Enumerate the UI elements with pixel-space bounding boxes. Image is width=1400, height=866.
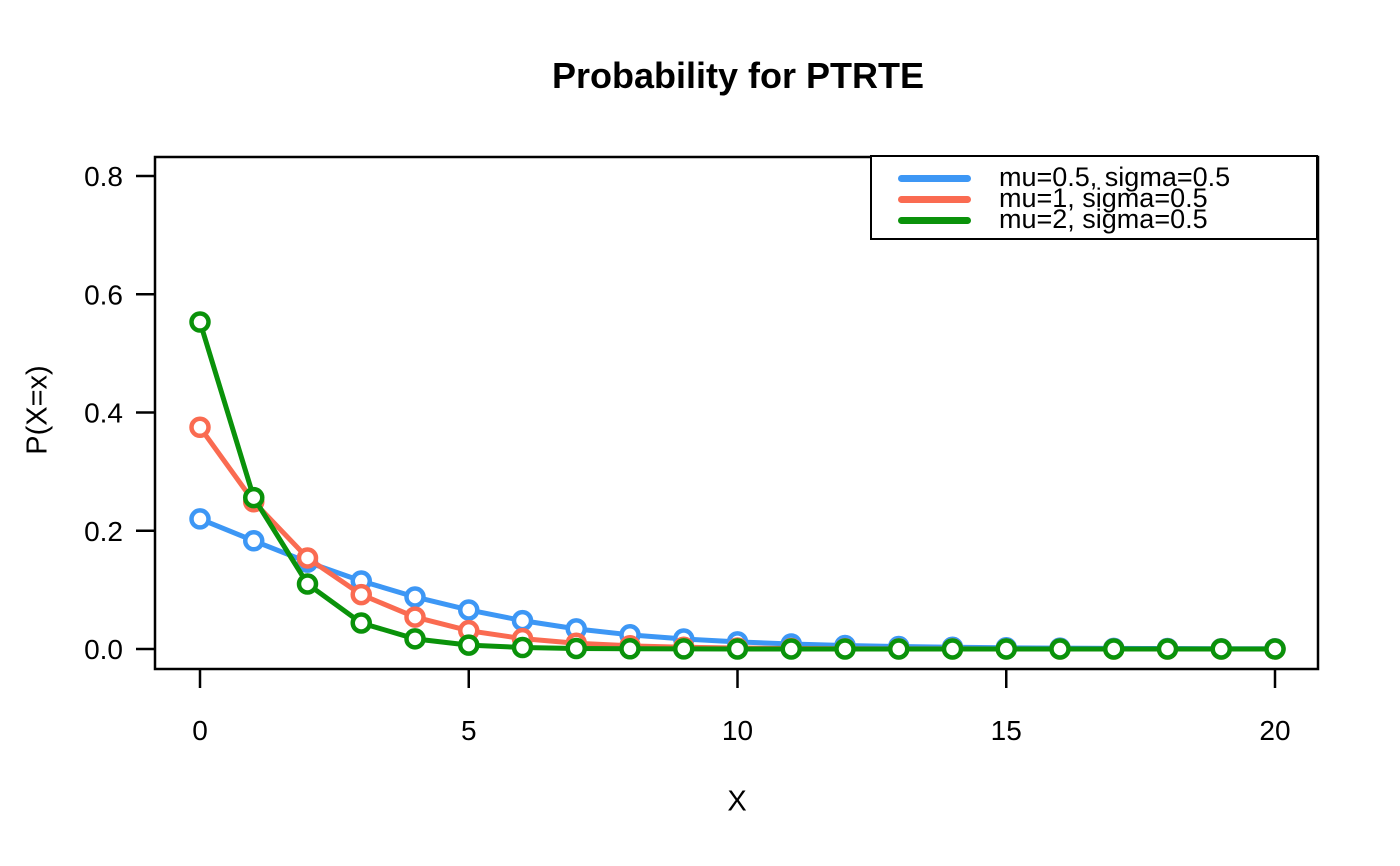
data-point-s2-x13 bbox=[888, 638, 910, 660]
data-point-s0-x0 bbox=[189, 508, 211, 530]
y-tick-label: 0.0 bbox=[84, 634, 123, 665]
data-point-s2-x2 bbox=[296, 573, 319, 595]
legend-line-swatch bbox=[898, 217, 971, 224]
legend-box: mu=0.5, sigma=0.5 mu=1, sigma=0.5 mu=2, … bbox=[870, 155, 1318, 240]
data-point-s2-x20 bbox=[1264, 638, 1286, 660]
data-point-s2-x18 bbox=[1156, 638, 1179, 660]
legend-row: mu=0.5, sigma=0.5 bbox=[872, 162, 1316, 192]
y-tick-label: 0.6 bbox=[84, 279, 123, 310]
legend-label: mu=2, sigma=0.5 bbox=[999, 204, 1208, 234]
data-point-s0-x5 bbox=[458, 599, 480, 621]
data-point-s0-x1 bbox=[243, 530, 265, 552]
legend-label: mu=0.5, sigma=0.5 bbox=[999, 162, 1231, 192]
data-point-s2-x5 bbox=[458, 634, 480, 656]
chart-title: Probability for PTRTE bbox=[551, 55, 925, 96]
data-point-s2-x10 bbox=[726, 638, 749, 660]
data-point-s2-x1 bbox=[243, 486, 265, 509]
data-point-s0-x4 bbox=[404, 586, 426, 608]
data-point-s2-x17 bbox=[1103, 638, 1125, 660]
data-point-s1-x3 bbox=[350, 583, 372, 606]
data-point-s2-x19 bbox=[1210, 638, 1232, 660]
legend-label: mu=1, sigma=0.5 bbox=[999, 183, 1208, 213]
y-tick-label: 0.8 bbox=[84, 161, 123, 192]
x-tick-label: 10 bbox=[722, 715, 753, 746]
data-point-s2-x8 bbox=[619, 638, 641, 660]
data-point-s2-x9 bbox=[673, 638, 695, 660]
x-tick-label: 20 bbox=[1259, 715, 1290, 746]
legend-line-swatch bbox=[898, 196, 971, 203]
y-tick-label: 0.2 bbox=[84, 516, 123, 547]
data-point-s2-x12 bbox=[834, 638, 856, 660]
data-point-s2-x6 bbox=[511, 636, 534, 659]
data-point-s2-x15 bbox=[995, 638, 1017, 660]
legend-row: mu=2, sigma=0.5 bbox=[872, 204, 1316, 234]
data-point-s2-x7 bbox=[565, 637, 587, 660]
x-tick-label: 5 bbox=[461, 715, 477, 746]
y-axis-label: P(X=x) bbox=[21, 365, 54, 455]
x-tick-label: 0 bbox=[192, 715, 208, 746]
data-point-s2-x14 bbox=[941, 638, 964, 660]
y-tick-label: 0.4 bbox=[84, 398, 123, 429]
data-point-s2-x0 bbox=[189, 311, 211, 333]
legend-row: mu=1, sigma=0.5 bbox=[872, 183, 1316, 213]
data-point-s2-x16 bbox=[1049, 638, 1071, 660]
data-point-s1-x2 bbox=[296, 547, 319, 569]
x-axis-label: X bbox=[727, 785, 747, 818]
x-tick-label: 15 bbox=[991, 715, 1022, 746]
data-point-s2-x3 bbox=[350, 612, 372, 634]
legend-line-swatch bbox=[898, 175, 971, 182]
data-point-s1-x4 bbox=[404, 606, 426, 628]
data-point-s0-x6 bbox=[511, 609, 534, 632]
data-point-s1-x0 bbox=[189, 416, 211, 439]
data-point-s2-x4 bbox=[404, 628, 426, 650]
data-point-s2-x11 bbox=[780, 638, 802, 660]
